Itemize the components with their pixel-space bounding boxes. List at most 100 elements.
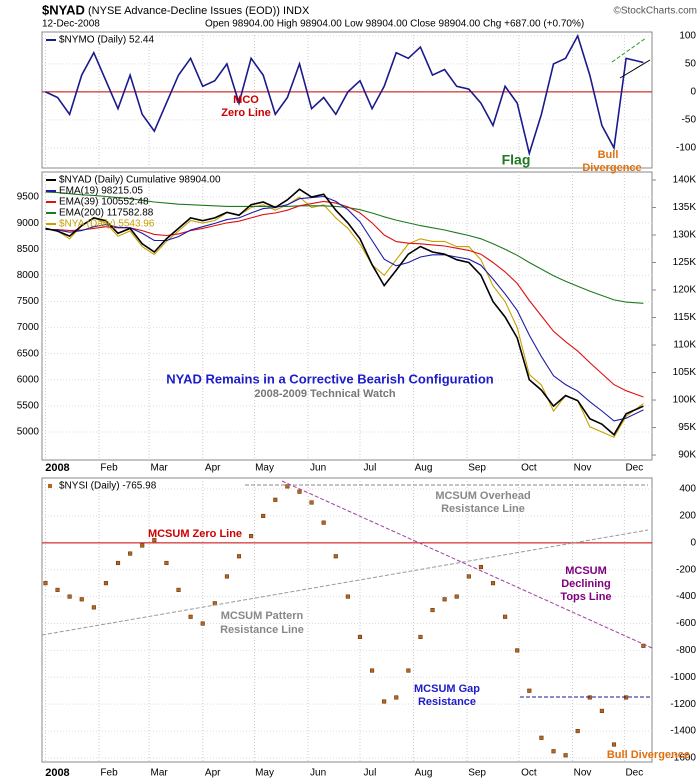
y-tick-label: -1000 <box>670 672 696 683</box>
point <box>454 594 459 599</box>
trend-line <box>41 529 649 636</box>
y2-tick-label: 95K <box>678 422 696 433</box>
point <box>103 581 108 586</box>
panel <box>41 171 653 461</box>
point <box>490 581 496 586</box>
annotation: Resistance <box>418 696 476 708</box>
point <box>79 597 84 602</box>
x-tick-label: Sep <box>468 768 486 779</box>
point <box>563 753 568 758</box>
point <box>55 587 60 592</box>
point <box>176 587 181 592</box>
date: 12-Dec-2008 <box>42 19 100 30</box>
y2-tick-label: 105K <box>673 367 697 378</box>
point <box>91 605 96 610</box>
point <box>261 513 266 518</box>
point <box>442 597 447 602</box>
point <box>115 560 121 566</box>
point <box>539 735 544 740</box>
y2-tick-label: 135K <box>673 202 697 213</box>
source: ©StockCharts.com <box>613 6 697 17</box>
y-tick-label: -1600 <box>670 753 696 764</box>
y-tick-label: -600 <box>676 618 696 629</box>
point <box>200 621 205 626</box>
point <box>249 534 254 539</box>
x-tick-label: 2008 <box>45 767 69 779</box>
annotation: MCSUM <box>565 565 607 577</box>
y-tick-label: -200 <box>676 564 696 575</box>
y2-tick-label: 140K <box>673 175 697 186</box>
y-tick-label: 8000 <box>17 270 40 281</box>
legend-label: EMA(200) 117582.88 <box>59 208 154 219</box>
series-line <box>45 196 644 438</box>
y2-tick-label: 125K <box>673 257 697 268</box>
panel <box>41 31 653 169</box>
annotation: Bull Divergence <box>607 749 690 761</box>
x-tick-label: May <box>255 463 274 474</box>
point <box>309 500 314 505</box>
point <box>599 708 604 713</box>
x-tick-label: Jul <box>364 463 377 474</box>
trend-line <box>281 480 653 649</box>
panel <box>41 477 653 763</box>
point <box>515 648 520 653</box>
point <box>382 699 387 704</box>
point <box>551 749 556 754</box>
annotation: Bull <box>598 149 619 161</box>
y2-tick-label: 90K <box>678 450 696 461</box>
quote: Open 98904.00 High 98904.00 Low 98904.00… <box>205 19 584 30</box>
annotation: Divergence <box>582 162 641 174</box>
point <box>394 695 399 700</box>
legend-label: EMA(39) 100552.48 <box>59 197 149 208</box>
legend-swatch <box>48 484 52 488</box>
point <box>345 594 350 599</box>
point <box>297 489 302 494</box>
x-tick-label: Sep <box>468 463 486 474</box>
legend-label: $NYSI (Daily) -765.98 <box>59 481 157 492</box>
title: $NYAD <box>42 2 85 17</box>
point <box>503 614 508 619</box>
point <box>152 538 157 543</box>
x-tick-label: Apr <box>205 768 221 779</box>
y-tick-label: 5000 <box>17 427 40 438</box>
y-tick-label: 5500 <box>17 401 40 412</box>
x-tick-label: Nov <box>574 768 592 779</box>
point <box>128 551 133 556</box>
y-tick-label: 9500 <box>17 192 40 203</box>
y-tick-label: 7500 <box>17 296 40 307</box>
series-line <box>45 195 644 422</box>
y-tick-label: 8500 <box>17 244 40 255</box>
x-tick-label: Jul <box>364 768 377 779</box>
y-tick-label: -1400 <box>670 726 696 737</box>
x-tick-label: May <box>255 768 274 779</box>
y-tick-label: -50 <box>682 115 697 126</box>
flag-line <box>619 59 651 79</box>
series-line <box>45 33 644 157</box>
y2-tick-label: 100K <box>673 395 697 406</box>
y2-tick-label: 115K <box>673 312 696 323</box>
point <box>430 607 435 613</box>
y-tick-label: -400 <box>676 591 696 602</box>
y-tick-label: 6000 <box>17 374 40 385</box>
x-tick-label: Apr <box>205 463 221 474</box>
y2-tick-label: 130K <box>673 230 697 241</box>
y-tick-label: -1200 <box>670 699 696 710</box>
legend-label: $NYA (Daily) 5543.96 <box>59 219 155 230</box>
x-tick-label: Aug <box>415 768 433 779</box>
x-tick-label: Jun <box>310 463 326 474</box>
point <box>418 634 423 639</box>
x-tick-label: 2008 <box>45 462 69 474</box>
annotation: MCSUM Overhead <box>435 490 530 502</box>
annotation: Resistance Line <box>220 624 304 636</box>
y-tick-label: -800 <box>676 645 696 656</box>
annotation: MCO <box>233 94 259 106</box>
y-tick-label: 6500 <box>17 348 40 359</box>
point <box>321 520 326 525</box>
point <box>273 497 278 502</box>
annotation: MCSUM Pattern <box>221 610 304 622</box>
x-tick-label: Aug <box>415 463 433 474</box>
y-tick-label: 100 <box>679 31 696 42</box>
y-tick-label: 0 <box>690 87 696 98</box>
